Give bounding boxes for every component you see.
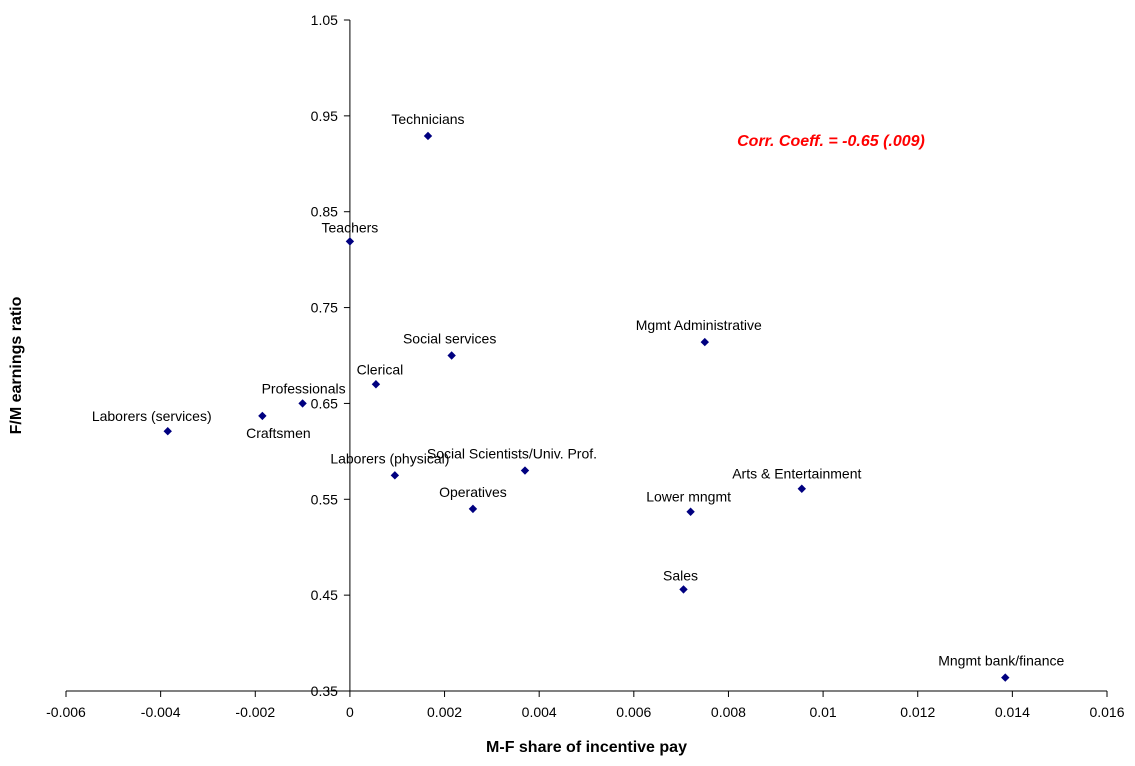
x-tick-label: -0.004 <box>141 704 181 720</box>
correlation-annotation: Corr. Coeff. = -0.65 (.009) <box>737 133 925 150</box>
y-tick-label: 0.45 <box>311 587 338 603</box>
y-tick-label: 0.75 <box>311 300 338 316</box>
x-tick-label: -0.002 <box>235 704 275 720</box>
y-tick-label: 0.35 <box>311 683 338 699</box>
data-point-label: Technicians <box>391 111 464 127</box>
data-point-label: Social Scientists/Univ. Prof. <box>427 446 597 462</box>
data-point-label: Operatives <box>439 484 507 500</box>
x-tick-label: 0 <box>346 704 354 720</box>
y-tick-label: 0.85 <box>311 204 338 220</box>
data-point <box>298 399 307 408</box>
y-tick-label: 0.55 <box>311 491 338 507</box>
x-axis-title: M-F share of incentive pay <box>486 739 687 756</box>
axes <box>66 20 1107 692</box>
data-point <box>686 507 695 516</box>
y-tick-label: 0.95 <box>311 108 338 124</box>
data-point <box>423 131 433 141</box>
data-point <box>679 585 688 594</box>
data-point <box>797 484 806 493</box>
data-point-label: Mgmt Administrative <box>636 317 762 333</box>
data-point-label: Professionals <box>262 380 346 396</box>
data-point <box>700 337 709 347</box>
x-tick-label: 0.012 <box>900 704 935 720</box>
data-point-label: Teachers <box>322 219 379 235</box>
data-point <box>468 504 478 514</box>
data-point <box>258 411 267 421</box>
x-axis-ticks: -0.006 -0.004 -0.002 0 0.002 0.004 0.006 0.008 0… <box>46 691 1125 720</box>
y-axis-ticks: 0.35 0.45 0.55 0.65 0.75 0.85 0.95 1.05 <box>311 12 350 699</box>
x-tick-label: 0.014 <box>995 704 1030 720</box>
data-point-label: Craftsmen <box>246 425 311 441</box>
x-tick-label: 0.004 <box>522 704 557 720</box>
x-tick-label: -0.006 <box>46 704 86 720</box>
data-point-label: Arts & Entertainment <box>732 466 861 482</box>
data-point <box>390 471 400 480</box>
data-point-label: Sales <box>663 567 698 583</box>
data-point-label: Lower mngmt <box>646 489 731 505</box>
x-tick-label: 0.008 <box>711 704 746 720</box>
y-tick-label: 0.65 <box>311 395 338 411</box>
data-point <box>520 466 530 475</box>
x-tick-label: 0.002 <box>427 704 462 720</box>
data-points: Technicians Teachers Social services Mgmt A… <box>92 111 1065 682</box>
data-point-label: Mngmt bank/finance <box>938 653 1064 669</box>
data-point <box>345 237 355 246</box>
data-point <box>163 427 172 436</box>
data-point-label: Social services <box>403 331 496 347</box>
y-tick-label: 1.05 <box>311 12 338 28</box>
data-point <box>1001 673 1010 682</box>
y-axis-title: F/M earnings ratio <box>8 296 25 434</box>
x-tick-label: 0.006 <box>616 704 651 720</box>
data-point-label: Clerical <box>357 361 404 377</box>
data-point-label: Laborers (services) <box>92 408 212 424</box>
x-tick-label: 0.016 <box>1089 704 1124 720</box>
x-tick-label: 0.01 <box>809 704 836 720</box>
data-point <box>447 351 456 360</box>
data-point <box>371 380 381 389</box>
data-point-label: Laborers (physical) <box>330 450 449 466</box>
